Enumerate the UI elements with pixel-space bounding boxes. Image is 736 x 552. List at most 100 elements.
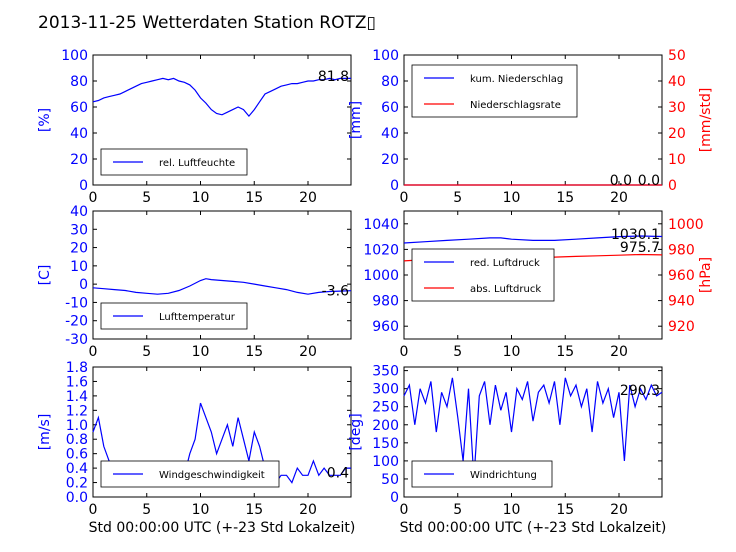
- figure-title: 2013-11-25 Wetterdaten Station ROTZ▯: [38, 13, 376, 33]
- y-tick-label: 40: [381, 126, 399, 142]
- x-tick-label: 20: [299, 344, 317, 360]
- x-tick-label: 15: [245, 190, 263, 206]
- y-tick-label: 20: [70, 241, 88, 257]
- series-line-0: [403, 235, 663, 244]
- x-tick-label: 10: [192, 190, 210, 206]
- y-axis-label: [%]: [37, 108, 53, 132]
- y-tick-label: 60: [381, 100, 399, 116]
- last-value-label: 1030.1: [611, 227, 660, 243]
- last-value-label: 0.4: [327, 465, 349, 481]
- x-tick-label: 5: [453, 502, 462, 518]
- last-value-label: 81.8: [318, 69, 349, 85]
- y-tick-label: 1.2: [66, 403, 88, 419]
- y-axis-label: [deg]: [348, 413, 364, 450]
- legend-label: abs. Luftdruck: [470, 284, 541, 295]
- x-tick-label: 15: [556, 344, 574, 360]
- y-tick-label-right: 940: [668, 294, 695, 310]
- panel-windspeed: 0 5 10 15 200.00.20.40.60.81.01.21.41.61.8[m…: [37, 360, 352, 518]
- y-axis-label: [C]: [37, 265, 53, 286]
- y-tick-label: 1.6: [66, 374, 88, 390]
- y-axis-label: [m/s]: [37, 414, 53, 451]
- y-tick-label: 30: [70, 222, 88, 238]
- x-tick-label: 5: [142, 190, 151, 206]
- y-tick-label-right: 0: [668, 178, 677, 194]
- legend-label: Windgeschwindigkeit: [159, 470, 265, 481]
- y-axis-label-right: [hPa]: [698, 257, 714, 293]
- panel-precipitation: 0 5 10 15 20 0 20 40 60 80 100 [mm] 0 10 20 30 40 50 [mm/s…: [348, 48, 714, 206]
- y-tick-label: 1040: [363, 217, 399, 233]
- y-tick-label-right: 960: [668, 268, 695, 284]
- y-tick-label: 80: [70, 74, 88, 90]
- x-axis-label-left: Std 00:00:00 UTC (+-23 Std Lokalzeit): [89, 520, 356, 536]
- x-tick-label: 15: [556, 502, 574, 518]
- legend-label: rel. Luftfeuchte: [159, 158, 235, 169]
- y-tick-label: 150: [372, 436, 399, 452]
- x-tick-label: 0: [89, 344, 98, 360]
- last-value-label: -3.6: [322, 284, 349, 300]
- y-tick-label: 20: [381, 152, 399, 168]
- x-tick-label: 10: [192, 502, 210, 518]
- legend: Windrichtung: [411, 460, 553, 488]
- y-tick-label: 0: [79, 277, 88, 293]
- x-tick-label: 15: [556, 190, 574, 206]
- legend: rel. Luftfeuchte: [100, 148, 248, 176]
- legend: Lufttemperatur: [100, 302, 248, 330]
- y-tick-label: 0.6: [66, 447, 88, 463]
- series-line-0: [403, 377, 663, 479]
- x-tick-label: 5: [142, 502, 151, 518]
- series-line-0: [92, 278, 352, 295]
- y-tick-label: 100: [61, 48, 88, 64]
- x-tick-label: 20: [610, 502, 628, 518]
- legend-box: [411, 64, 578, 118]
- x-tick-label: 10: [192, 344, 210, 360]
- legend-box: [411, 248, 555, 302]
- last-value-label-2: 975.7: [620, 240, 660, 256]
- y-tick-label: -30: [65, 332, 88, 348]
- y-tick-label: 1000: [363, 268, 399, 284]
- legend: kum. Niederschlag Niederschlagsrate: [411, 64, 578, 118]
- y-tick-label: 1.4: [66, 389, 88, 405]
- legend-label: red. Luftdruck: [470, 258, 540, 269]
- panel-winddirection: 0 5 10 15 20050100150200250300350[deg]Windri…: [348, 364, 663, 518]
- series-line-0: [92, 77, 351, 118]
- legend-label: Lufttemperatur: [159, 312, 236, 323]
- legend: Windgeschwindigkeit: [100, 460, 280, 488]
- y-tick-label: 100: [372, 454, 399, 470]
- y-tick-label: 0.4: [66, 461, 88, 477]
- x-tick-label: 15: [245, 344, 263, 360]
- y-tick-label: -10: [65, 295, 88, 311]
- y-tick-label-right: 50: [668, 48, 686, 64]
- y-tick-label: 980: [372, 294, 399, 310]
- y-tick-label: 60: [70, 100, 88, 116]
- y-tick-label: 50: [381, 472, 399, 488]
- x-tick-label: 5: [142, 344, 151, 360]
- x-tick-label: 5: [453, 190, 462, 206]
- y-tick-label-right: 40: [668, 74, 686, 90]
- y-tick-label: 0.2: [66, 476, 88, 492]
- y-tick-label: 80: [381, 74, 399, 90]
- legend-label: Windrichtung: [470, 470, 537, 481]
- y-tick-label: 1.0: [66, 418, 88, 434]
- x-tick-label: 5: [453, 344, 462, 360]
- y-tick-label-right: 30: [668, 100, 686, 116]
- x-tick-label: 10: [503, 502, 521, 518]
- y-tick-label-right: 920: [668, 319, 695, 335]
- y-tick-label: 0.8: [66, 432, 88, 448]
- legend: red. Luftdruck abs. Luftdruck: [411, 248, 555, 302]
- last-value-label: 290.3: [620, 383, 660, 399]
- panel-humidity: 0 5 10 15 20 0 20 40 60 80 100 [%] rel. Luftfeuchte 8…: [37, 48, 352, 206]
- x-tick-label: 0: [400, 344, 409, 360]
- y-tick-label: 1.8: [66, 360, 88, 376]
- y-tick-label: 0.0: [66, 490, 88, 506]
- x-tick-label: 15: [245, 502, 263, 518]
- x-tick-label: 0: [89, 502, 98, 518]
- y-axis-label-right: [mm/std]: [698, 88, 714, 153]
- x-tick-label: 20: [299, 190, 317, 206]
- y-tick-label: 300: [372, 382, 399, 398]
- y-tick-label-right: 10: [668, 152, 686, 168]
- y-tick-label: 0: [79, 178, 88, 194]
- y-tick-label: 0: [390, 178, 399, 194]
- y-tick-label: -20: [65, 314, 88, 330]
- x-axis-label-right: Std 00:00:00 UTC (+-23 Std Lokalzeit): [400, 520, 667, 536]
- legend-label: kum. Niederschlag: [470, 74, 563, 85]
